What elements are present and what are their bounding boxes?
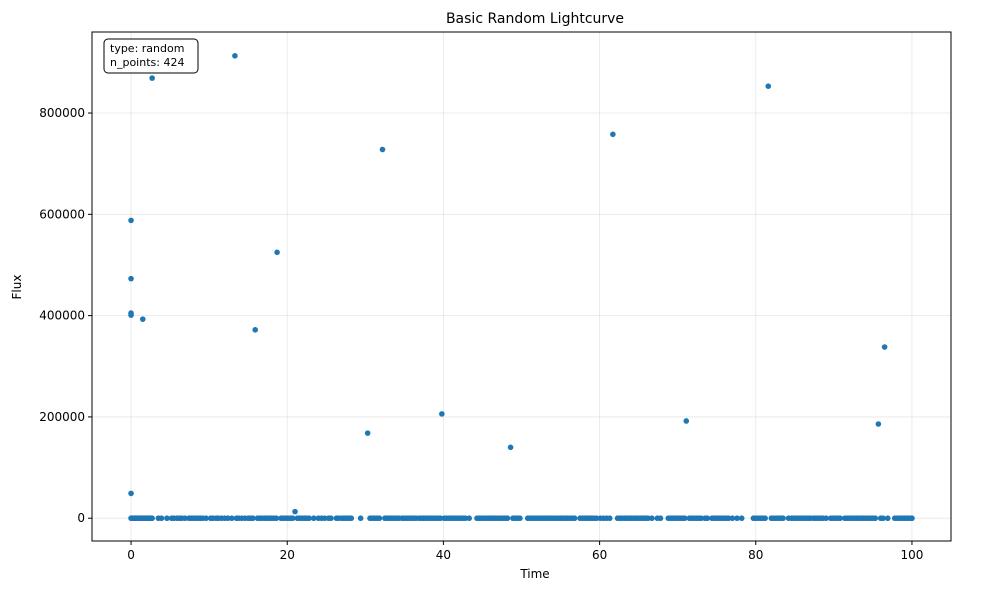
data-point: [128, 217, 134, 224]
data-point: [880, 515, 886, 522]
y-tick-label: 200000: [39, 410, 85, 424]
data-point: [504, 515, 511, 522]
data-point: [139, 316, 146, 322]
data-point: [289, 515, 296, 522]
y-tick-label: 400000: [39, 309, 85, 323]
points-layer: [128, 53, 915, 522]
data-point: [780, 515, 786, 522]
data-point: [149, 515, 155, 522]
data-point: [203, 515, 209, 522]
data-point: [593, 515, 600, 522]
data-point: [462, 515, 469, 522]
data-point: [507, 444, 514, 451]
info-annotation-box: type: random n_points: 424: [103, 38, 199, 74]
data-point: [306, 515, 312, 522]
info-box-frame: [103, 38, 199, 74]
data-point: [364, 430, 371, 436]
data-point: [252, 327, 259, 333]
chart-title: Basic Random Lightcurve: [446, 11, 624, 27]
data-point: [439, 411, 445, 417]
data-point: [765, 83, 772, 89]
data-point: [376, 515, 383, 522]
x-tick-label: 0: [127, 548, 135, 562]
data-point: [884, 515, 891, 522]
y-tick-label: 800000: [39, 106, 85, 120]
data-point: [310, 515, 317, 522]
data-point: [437, 515, 444, 522]
data-point: [698, 515, 704, 522]
data-point: [321, 515, 328, 522]
data-point: [225, 515, 231, 522]
data-point: [734, 515, 740, 522]
data-point: [571, 515, 578, 522]
data-point: [729, 515, 736, 522]
data-point: [881, 344, 888, 350]
data-point: [823, 515, 829, 522]
data-point: [725, 515, 732, 522]
data-point: [273, 515, 280, 522]
data-point: [228, 515, 235, 522]
data-point: [328, 515, 334, 522]
data-point: [681, 515, 688, 522]
data-point: [128, 275, 134, 282]
data-point: [875, 421, 882, 427]
data-point: [517, 515, 523, 522]
x-tick-label: 40: [436, 548, 451, 562]
ticks-layer: 0 20 40 60 80 100 0 200000 400000 600000 800000: [39, 106, 923, 562]
data-point: [649, 515, 655, 522]
data-point: [379, 146, 386, 153]
data-point: [683, 418, 690, 424]
data-point: [250, 515, 256, 522]
data-point: [128, 312, 134, 318]
data-point: [837, 515, 843, 522]
data-point: [158, 515, 165, 522]
data-point: [182, 515, 188, 522]
data-point: [610, 131, 616, 138]
x-axis-label: Time: [519, 567, 549, 581]
data-point: [738, 515, 745, 522]
info-line-points: n_points: 424: [110, 56, 184, 69]
data-point: [645, 515, 651, 522]
data-point: [164, 515, 170, 522]
info-line-type: type: random: [110, 42, 184, 55]
x-tick-label: 80: [748, 548, 763, 562]
data-point: [872, 515, 879, 522]
x-tick-label: 100: [901, 548, 924, 562]
data-point: [909, 515, 915, 522]
data-point: [606, 515, 613, 522]
y-axis-label: Flux: [10, 275, 24, 300]
data-point: [128, 490, 134, 497]
y-tick-label: 600000: [39, 207, 85, 221]
data-point: [657, 515, 664, 522]
y-tick-label: 0: [77, 511, 85, 525]
x-tick-label: 60: [592, 548, 607, 562]
data-point: [274, 249, 280, 256]
x-tick-label: 20: [280, 548, 295, 562]
data-point: [149, 75, 155, 81]
data-point: [357, 515, 364, 522]
data-point: [762, 515, 768, 522]
data-point: [348, 515, 355, 522]
data-point: [232, 53, 238, 59]
data-point: [292, 508, 298, 515]
data-point: [704, 515, 711, 522]
plot-frame: [91, 31, 952, 542]
data-point: [466, 515, 472, 522]
